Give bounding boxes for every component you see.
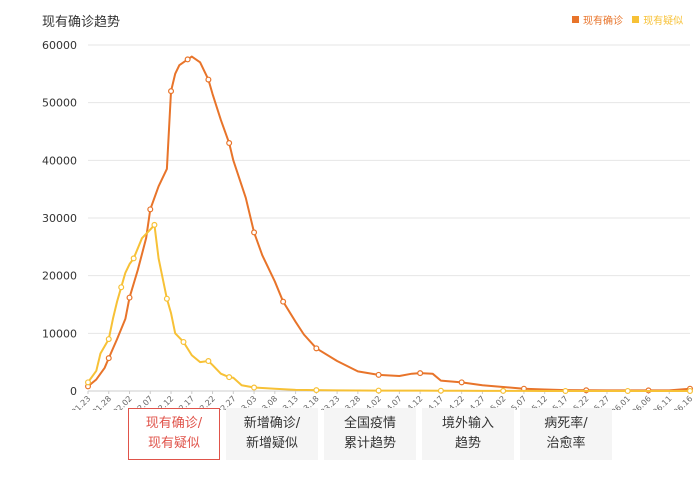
data-point-confirmed (168, 88, 175, 95)
y-tick-label: 10000 (42, 327, 77, 340)
data-point-suspected (163, 295, 170, 302)
data-point-suspected (151, 221, 158, 228)
y-tick-label: 0 (70, 385, 77, 398)
tab-label-line2: 治愈率 (546, 436, 586, 451)
data-point-confirmed (226, 140, 233, 147)
data-point-suspected (624, 387, 631, 394)
tab-label-line2: 新增疑似 (245, 436, 298, 451)
data-point-confirmed (280, 298, 287, 305)
data-point-suspected (130, 255, 137, 262)
chart-title: 现有确诊趋势 (42, 15, 121, 30)
chart-legend: 现有确诊 现有疑似 (572, 12, 700, 27)
tab-cumulative-trend[interactable]: 全国疫情 累计趋势 (324, 408, 416, 460)
data-point-suspected (437, 387, 444, 394)
legend-swatch-suspected (632, 16, 640, 23)
legend-item-suspected[interactable]: 现有疑似 (632, 12, 683, 27)
x-tick-label: 06.11 (651, 394, 674, 410)
data-point-confirmed (205, 76, 212, 83)
x-tick-label: 01.28 (91, 394, 114, 410)
legend-swatch-confirmed (572, 16, 579, 23)
legend-item-confirmed[interactable]: 现有确诊 (572, 12, 623, 27)
data-point-suspected (562, 387, 569, 394)
data-point-suspected (251, 384, 258, 391)
data-point-confirmed (147, 206, 154, 213)
chart-tabs: 现有确诊/ 现有疑似 新增确诊/ 新增疑似 全国疫情 累计趋势 境外输入 趋势 … (128, 408, 612, 460)
data-point-confirmed (184, 56, 191, 63)
series-line-suspected (87, 223, 690, 392)
x-tick-label: 06.16 (672, 394, 695, 410)
tab-label-line2: 累计趋势 (343, 436, 396, 451)
legend-label-confirmed: 现有确诊 (583, 16, 623, 27)
tab-fatality-cure-rate[interactable]: 病死率/ 治愈率 (520, 408, 612, 460)
data-point-confirmed (105, 355, 112, 362)
data-point-confirmed (417, 370, 424, 377)
data-point-suspected (686, 387, 693, 394)
legend-label-suspected: 现有疑似 (643, 16, 684, 27)
data-point-suspected (313, 387, 320, 394)
series-line-confirmed (87, 55, 691, 392)
tab-label-line1: 新增确诊/ (243, 416, 301, 431)
y-tick-label: 20000 (42, 270, 77, 283)
data-point-confirmed (375, 371, 382, 378)
data-point-suspected (84, 379, 91, 386)
tab-label-line1: 病死率/ (544, 416, 588, 431)
data-point-suspected (180, 338, 187, 345)
tab-label-line1: 全国疫情 (343, 416, 396, 431)
data-point-suspected (105, 336, 112, 343)
x-tick-label: 06.06 (630, 394, 653, 410)
x-tick-label: 06.01 (610, 394, 633, 410)
tab-current-confirmed-suspected[interactable]: 现有确诊/ 现有疑似 (128, 408, 220, 460)
tab-new-confirmed-suspected[interactable]: 新增确诊/ 新增疑似 (226, 408, 318, 460)
y-tick-label: 50000 (42, 97, 77, 110)
data-point-suspected (500, 387, 507, 394)
data-point-confirmed (458, 379, 465, 386)
y-tick-label: 60000 (42, 39, 77, 52)
tab-label-line1: 境外输入 (441, 416, 494, 431)
data-point-suspected (205, 358, 212, 365)
tab-imported-trend[interactable]: 境外输入 趋势 (422, 408, 514, 460)
tab-label-line2: 趋势 (454, 436, 481, 451)
tab-label-line1: 现有确诊/ (145, 416, 203, 431)
y-tick-label: 40000 (42, 154, 77, 167)
data-point-confirmed (126, 294, 133, 301)
data-point-confirmed (251, 229, 258, 236)
data-point-suspected (226, 374, 233, 381)
y-tick-label: 30000 (42, 212, 77, 225)
data-point-suspected (118, 284, 125, 291)
line-chart: 010000200003000040000500006000001.2301.2… (42, 39, 695, 410)
data-point-suspected (375, 387, 382, 394)
tab-label-line2: 现有疑似 (147, 436, 200, 451)
data-point-confirmed (313, 345, 320, 352)
